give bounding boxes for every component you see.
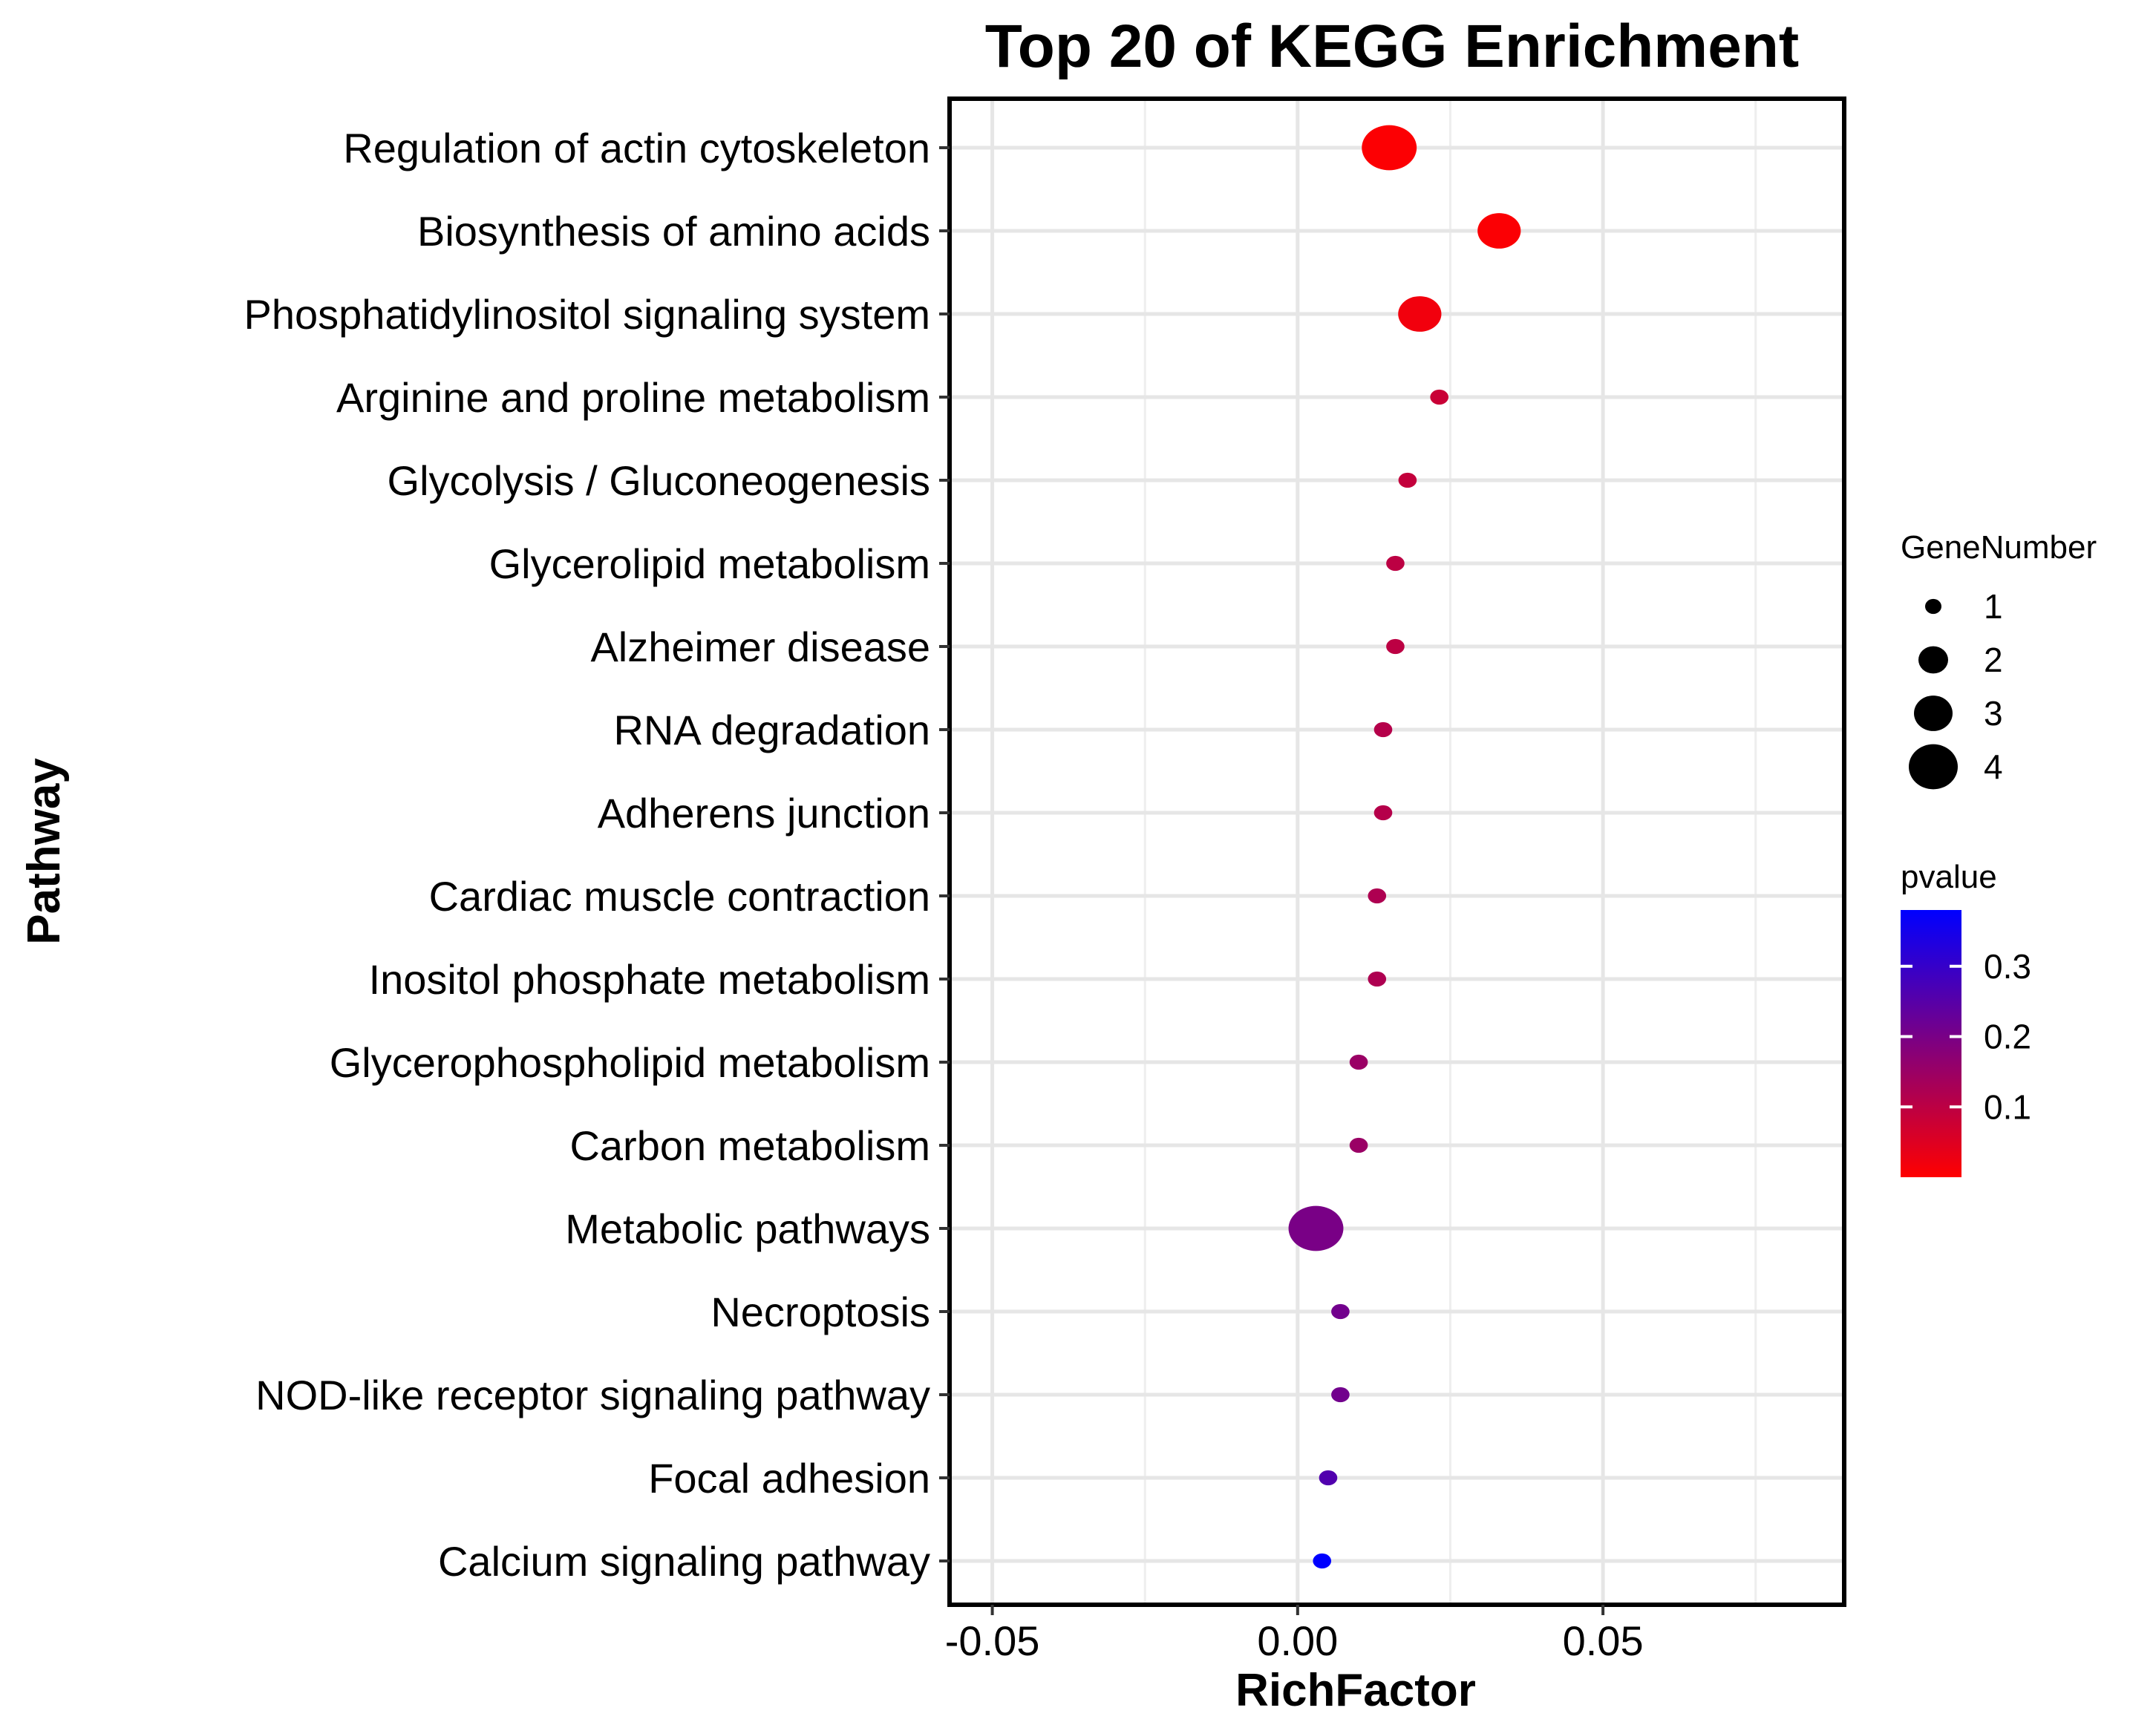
size-legend-key bbox=[1918, 646, 1948, 674]
data-point bbox=[1313, 1553, 1332, 1569]
data-point bbox=[1362, 125, 1417, 171]
y-tick-label: Necroptosis bbox=[710, 1289, 930, 1335]
y-tick-label: RNA degradation bbox=[613, 707, 930, 753]
size-legend-title: GeneNumber bbox=[1901, 529, 2097, 566]
y-tick-label: Glycolysis / Gluconeogenesis bbox=[388, 457, 930, 504]
data-point bbox=[1331, 1303, 1350, 1320]
size-legend-key bbox=[1925, 598, 1941, 615]
color-legend-label: 0.3 bbox=[1984, 947, 2031, 986]
data-point bbox=[1368, 888, 1387, 904]
data-point bbox=[1349, 1054, 1368, 1070]
data-point bbox=[1368, 971, 1387, 987]
x-tick-label: 0.00 bbox=[1257, 1617, 1338, 1664]
y-tick-label: Focal adhesion bbox=[648, 1455, 930, 1502]
y-tick-label: Glycerolipid metabolism bbox=[489, 540, 930, 587]
data-point bbox=[1398, 472, 1417, 488]
color-legend-title: pvalue bbox=[1901, 859, 1997, 895]
y-tick-label: Arginine and proline metabolism bbox=[336, 374, 930, 421]
x-axis-title: RichFactor bbox=[1235, 1665, 1476, 1716]
size-legend-label: 3 bbox=[1984, 694, 2003, 733]
size-legend-key bbox=[1914, 695, 1953, 731]
size-legend-label: 1 bbox=[1984, 587, 2003, 626]
size-legend-label: 4 bbox=[1984, 747, 2003, 786]
x-tick-label: 0.05 bbox=[1563, 1617, 1644, 1664]
size-legend-key bbox=[1909, 744, 1958, 790]
color-legend-bar bbox=[1901, 910, 1961, 1177]
data-point bbox=[1288, 1205, 1344, 1251]
color-legend: pvalue 0.1 0.2 0.3 bbox=[1901, 859, 2031, 1177]
y-tick-label: NOD-like receptor signaling pathway bbox=[255, 1372, 930, 1418]
chart-title: Top 20 of KEGG Enrichment bbox=[985, 13, 1799, 80]
data-point bbox=[1477, 213, 1521, 249]
y-tick-label: Metabolic pathways bbox=[565, 1205, 930, 1252]
data-point bbox=[1430, 389, 1448, 405]
data-point bbox=[1373, 805, 1393, 821]
plot-panel-border bbox=[947, 96, 1846, 1607]
data-point bbox=[1331, 1387, 1350, 1403]
y-tick-label: Regulation of actin cytoskeleton bbox=[343, 125, 930, 171]
point-layer bbox=[1288, 125, 1521, 1569]
y-tick-label: Glycerophospholipid metabolism bbox=[330, 1039, 930, 1086]
y-tick-label: Calcium signaling pathway bbox=[438, 1538, 930, 1585]
color-legend-label: 0.1 bbox=[1984, 1087, 2031, 1126]
data-point bbox=[1386, 555, 1405, 572]
x-tick-label: -0.05 bbox=[945, 1617, 1040, 1664]
y-tick-label: Phosphatidylinositol signaling system bbox=[244, 291, 931, 338]
data-point bbox=[1349, 1137, 1368, 1153]
y-tick-label: Biosynthesis of amino acids bbox=[417, 208, 930, 255]
y-tick-label: Adherens junction bbox=[598, 790, 930, 837]
y-tick-label: Inositol phosphate metabolism bbox=[369, 956, 930, 1003]
color-legend-label: 0.2 bbox=[1984, 1018, 2031, 1056]
y-tick-label: Alzheimer disease bbox=[590, 623, 930, 670]
size-legend-items: 1 2 3 4 bbox=[1909, 587, 2003, 790]
size-legend: GeneNumber 1 2 3 4 bbox=[1901, 529, 2097, 790]
grid-layer bbox=[950, 99, 1844, 1605]
data-point bbox=[1398, 296, 1442, 332]
y-axis-labels: Regulation of actin cytoskeleton Biosynth… bbox=[244, 125, 950, 1585]
y-tick-label: Cardiac muscle contraction bbox=[429, 873, 930, 920]
x-axis-ticks: -0.05 0.00 0.05 bbox=[945, 1605, 1644, 1664]
color-legend-ticks: 0.1 0.2 0.3 bbox=[1901, 947, 2031, 1126]
data-point bbox=[1373, 721, 1393, 738]
y-axis-title: Pathway bbox=[19, 758, 70, 945]
data-point bbox=[1319, 1470, 1338, 1486]
data-point bbox=[1386, 638, 1405, 655]
y-tick-label: Carbon metabolism bbox=[569, 1122, 930, 1169]
size-legend-label: 2 bbox=[1984, 641, 2003, 679]
